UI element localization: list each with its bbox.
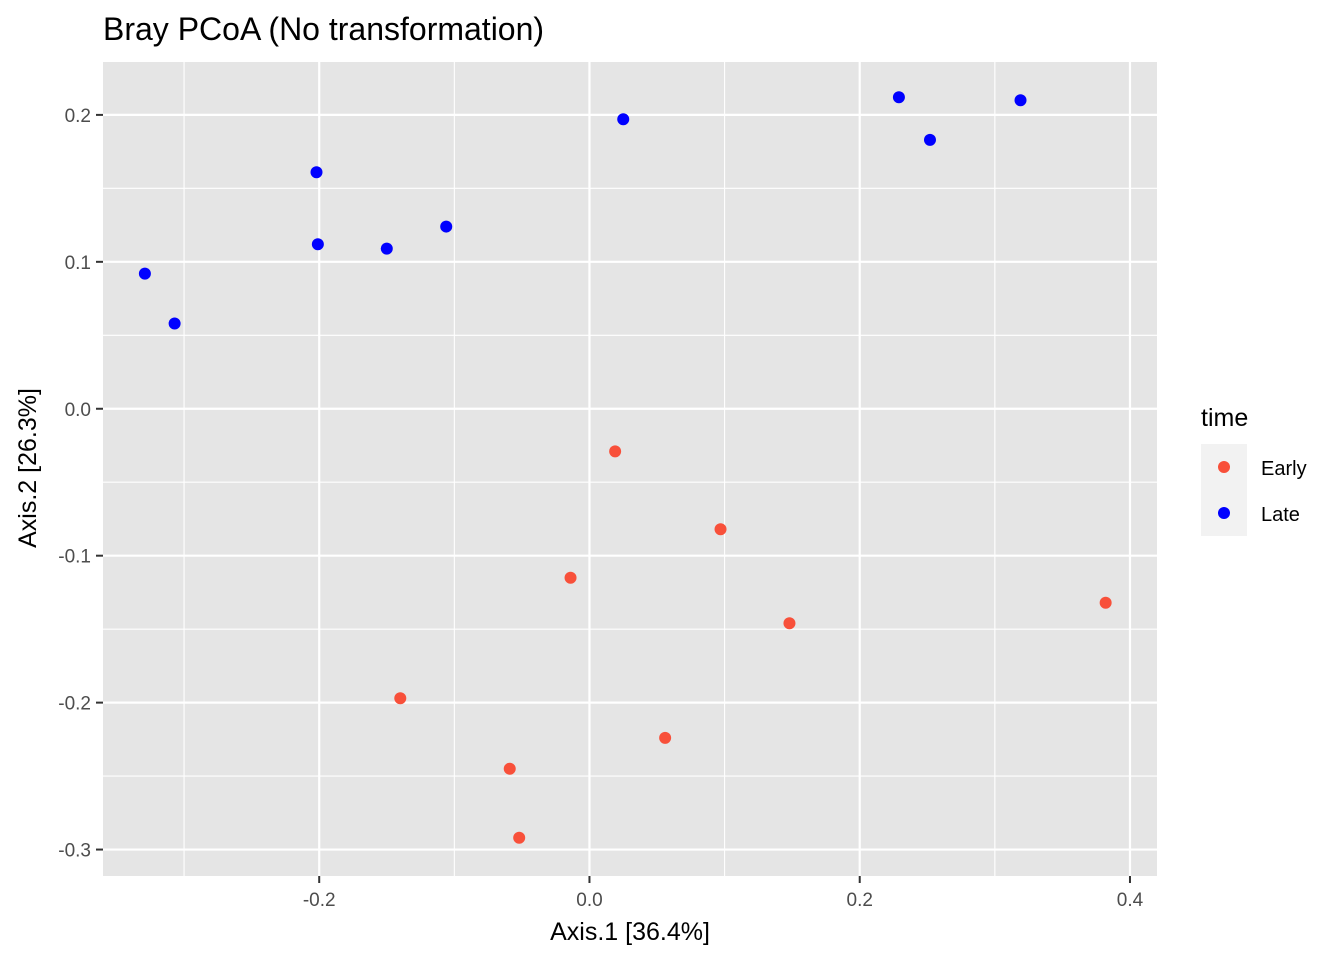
y-tick-label: -0.2: [58, 694, 91, 715]
x-axis-ticks: -0.2 0.0 0.2 0.4: [303, 876, 1144, 911]
point-late: [168, 317, 181, 330]
legend-label-late: Late: [1261, 504, 1300, 526]
y-tick-label: 0.2: [65, 106, 91, 127]
point-late: [617, 113, 630, 126]
point-late: [310, 166, 323, 179]
point-early: [564, 571, 577, 584]
plot-panel: [103, 62, 1157, 876]
point-late: [311, 238, 324, 251]
point-late: [138, 267, 151, 280]
legend: time Early Late: [1201, 404, 1307, 536]
x-tick-label: -0.2: [303, 890, 336, 911]
y-tick-label: -0.3: [58, 841, 91, 862]
point-early: [714, 523, 727, 536]
y-axis-title: Axis.2 [26.3%]: [14, 388, 42, 548]
major-grid: [103, 62, 1157, 876]
minor-grid: [103, 62, 1157, 876]
data-points: [138, 91, 1112, 844]
legend-title: time: [1201, 404, 1248, 432]
legend-key-early: [1218, 461, 1230, 473]
point-early: [659, 731, 672, 744]
point-late: [1014, 94, 1027, 107]
legend-label-early: Early: [1261, 458, 1307, 480]
point-early: [1099, 596, 1112, 609]
legend-key-late: [1218, 507, 1230, 519]
point-early: [394, 692, 407, 705]
x-tick-label: 0.4: [1117, 890, 1144, 911]
point-early: [783, 617, 796, 630]
x-tick-label: 0.2: [847, 890, 873, 911]
x-axis-title: Axis.1 [36.4%]: [550, 918, 710, 946]
point-late: [440, 220, 453, 233]
chart-title: Bray PCoA (No transformation): [103, 11, 544, 47]
y-tick-label: 0.1: [65, 253, 91, 274]
point-late: [923, 133, 936, 146]
point-late: [380, 242, 393, 255]
y-axis-ticks: -0.3 -0.2 -0.1 0.0 0.1 0.2: [58, 106, 103, 862]
y-tick-label: -0.1: [58, 547, 91, 568]
y-tick-label: 0.0: [65, 400, 91, 421]
point-late: [892, 91, 905, 104]
x-tick-label: 0.0: [576, 890, 602, 911]
point-early: [513, 831, 526, 844]
point-early: [609, 445, 622, 458]
point-early: [503, 762, 516, 775]
legend-key-background: [1201, 444, 1247, 536]
